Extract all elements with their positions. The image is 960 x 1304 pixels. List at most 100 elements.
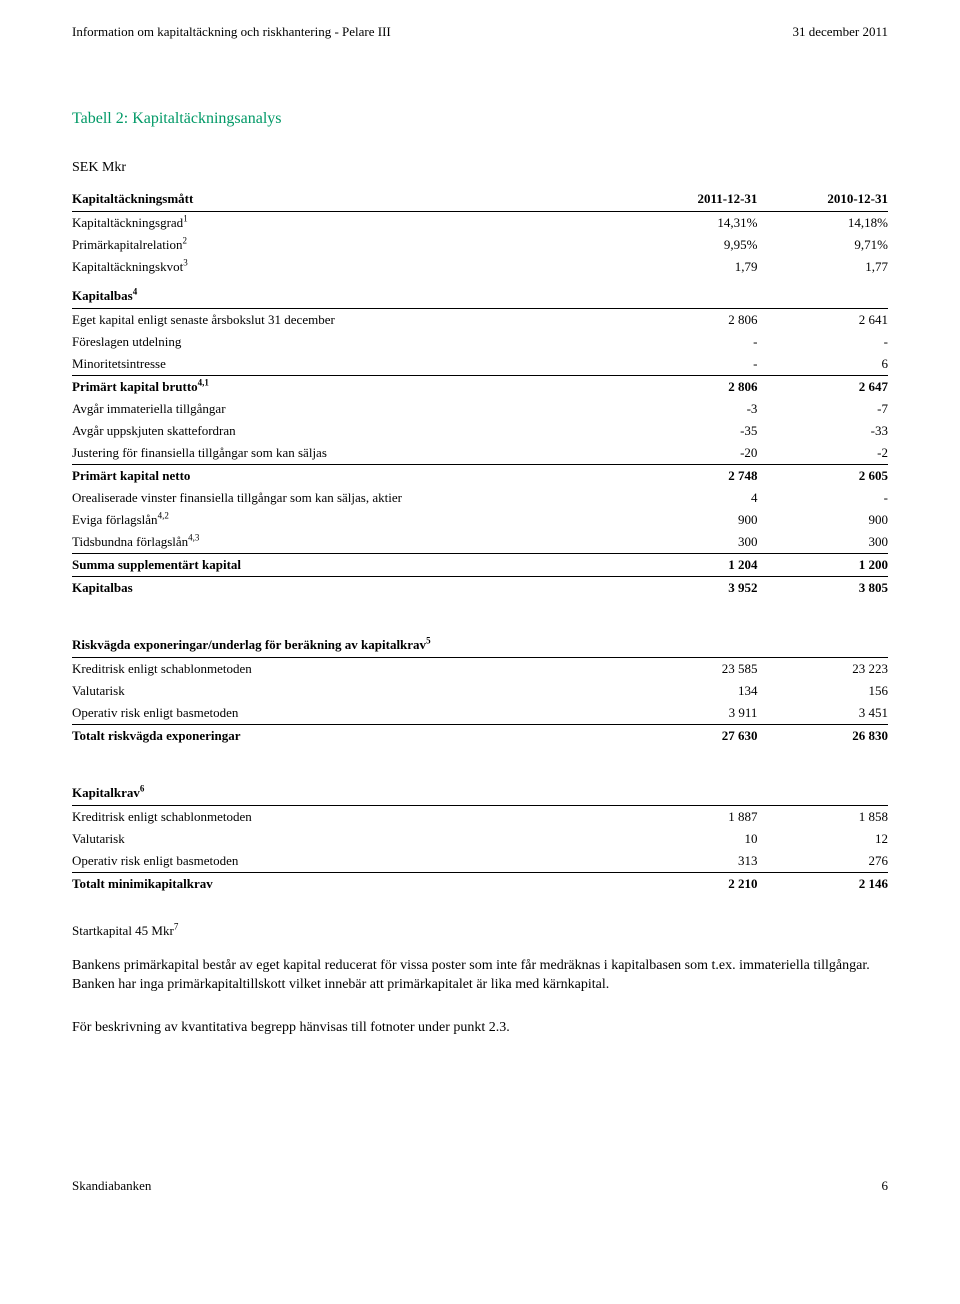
table-kapitaltackning: Kapitaltäckningsmått 2011-12-31 2010-12-… [72,188,888,599]
section-label: Riskvägda exponeringar/underlag för berä… [72,627,627,658]
table-row: Orealiserade vinster finansiella tillgån… [72,487,888,509]
row-val: 2 748 [627,465,758,488]
row-val: -3 [627,398,758,420]
table-row: Avgår immateriella tillgångar -3 -7 [72,398,888,420]
row-val: - [757,487,888,509]
unit-label: SEK Mkr [72,160,888,176]
row-label: Kreditrisk enligt schablonmetoden [72,658,627,681]
row-val: 3 451 [757,702,888,725]
table-row: Föreslagen utdelning - - [72,331,888,353]
total-row: Kapitalbas 3 952 3 805 [72,577,888,600]
row-label: Primärt kapital brutto4,1 [72,376,627,399]
row-label: Minoritetsintresse [72,353,627,376]
row-label: Primärkapitalrelation2 [72,234,627,256]
row-val: 14,31% [627,212,758,235]
table-row: Kreditrisk enligt schablonmetoden 1 887 … [72,806,888,829]
row-val: 300 [757,531,888,554]
row-val: 900 [627,509,758,531]
row-val: 1,79 [627,256,758,278]
row-val: - [627,353,758,376]
row-val: 900 [757,509,888,531]
section-label: Kapitalbas4 [72,278,627,309]
row-val: -33 [757,420,888,442]
row-val: 23 585 [627,658,758,681]
table-row: Minoritetsintresse - 6 [72,353,888,376]
row-val: 9,71% [757,234,888,256]
table-row: Valutarisk 134 156 [72,680,888,702]
row-val: 6 [757,353,888,376]
row-val: 2 806 [627,376,758,399]
row-val: - [757,331,888,353]
row-val: 3 805 [757,577,888,600]
row-val: 134 [627,680,758,702]
row-val: 14,18% [757,212,888,235]
section-label: Kapitalkrav6 [72,775,627,806]
row-label: Orealiserade vinster finansiella tillgån… [72,487,627,509]
row-label: Operativ risk enligt basmetoden [72,702,627,725]
row-val: 10 [627,828,758,850]
footer-left: Skandiabanken [72,1178,151,1194]
table-header-row: Kapitaltäckningsmått 2011-12-31 2010-12-… [72,188,888,212]
row-label: Eviga förlagslån4,2 [72,509,627,531]
row-val: 3 952 [627,577,758,600]
table-row: Tidsbundna förlagslån4,3 300 300 [72,531,888,554]
row-val: -7 [757,398,888,420]
row-label: Summa supplementärt kapital [72,554,627,577]
row-val: 4 [627,487,758,509]
row-val: 276 [757,850,888,873]
row-val: - [627,331,758,353]
table-row: Kapitaltäckningsgrad1 14,31% 14,18% [72,212,888,235]
page-footer: Skandiabanken 6 [72,1178,888,1194]
table-row: Operativ risk enligt basmetoden 313 276 [72,850,888,873]
row-val: 2 146 [757,873,888,896]
row-label: Justering för finansiella tillgångar som… [72,442,627,465]
row-val: 26 830 [757,725,888,748]
header-right: 31 december 2011 [792,24,888,40]
row-label: Primärt kapital netto [72,465,627,488]
row-label: Operativ risk enligt basmetoden [72,850,627,873]
row-label: Eget kapital enligt senaste årsbokslut 3… [72,309,627,332]
table-row: Justering för finansiella tillgångar som… [72,442,888,465]
row-val: 2 647 [757,376,888,399]
table-row: Eget kapital enligt senaste årsbokslut 3… [72,309,888,332]
row-val: 23 223 [757,658,888,681]
table-kapitalkrav: Kapitalkrav6 Kreditrisk enligt schablonm… [72,775,888,895]
row-val: -2 [757,442,888,465]
footer-page-number: 6 [882,1178,889,1194]
row-label: Kreditrisk enligt schablonmetoden [72,806,627,829]
row-val: 156 [757,680,888,702]
row-label: Kapitalbas [72,577,627,600]
paragraph-primarkapital: Bankens primärkapital består av eget kap… [72,957,888,995]
header-left: Information om kapitaltäckning och riskh… [72,24,391,40]
row-label: Kapitaltäckningsgrad1 [72,212,627,235]
table-row: Eviga förlagslån4,2 900 900 [72,509,888,531]
table-row: Operativ risk enligt basmetoden 3 911 3 … [72,702,888,725]
table-title: Tabell 2: Kapitaltäckningsanalys [72,110,888,128]
table-row: Avgår uppskjuten skattefordran -35 -33 [72,420,888,442]
section-row: Kapitalkrav6 [72,775,888,806]
row-val: 300 [627,531,758,554]
table-row: Kreditrisk enligt schablonmetoden 23 585… [72,658,888,681]
subtotal-row: Summa supplementärt kapital 1 204 1 200 [72,554,888,577]
row-label: Avgår uppskjuten skattefordran [72,420,627,442]
row-val: 3 911 [627,702,758,725]
row-val: 2 210 [627,873,758,896]
row-val: 2 641 [757,309,888,332]
table-riskvagda: Riskvägda exponeringar/underlag för berä… [72,627,888,747]
row-val: 1,77 [757,256,888,278]
row-val: 27 630 [627,725,758,748]
subtotal-row: Primärt kapital netto 2 748 2 605 [72,465,888,488]
row-val: 1 200 [757,554,888,577]
col-header-2010: 2010-12-31 [757,188,888,212]
row-label: Avgår immateriella tillgångar [72,398,627,420]
section-row: Riskvägda exponeringar/underlag för berä… [72,627,888,658]
row-val: 313 [627,850,758,873]
row-val: 1 858 [757,806,888,829]
row-val: 9,95% [627,234,758,256]
row-val: 2 605 [757,465,888,488]
row-label: Tidsbundna förlagslån4,3 [72,531,627,554]
table-row: Valutarisk 10 12 [72,828,888,850]
col-header-2011: 2011-12-31 [627,188,758,212]
row-label: Valutarisk [72,828,627,850]
total-row: Totalt riskvägda exponeringar 27 630 26 … [72,725,888,748]
